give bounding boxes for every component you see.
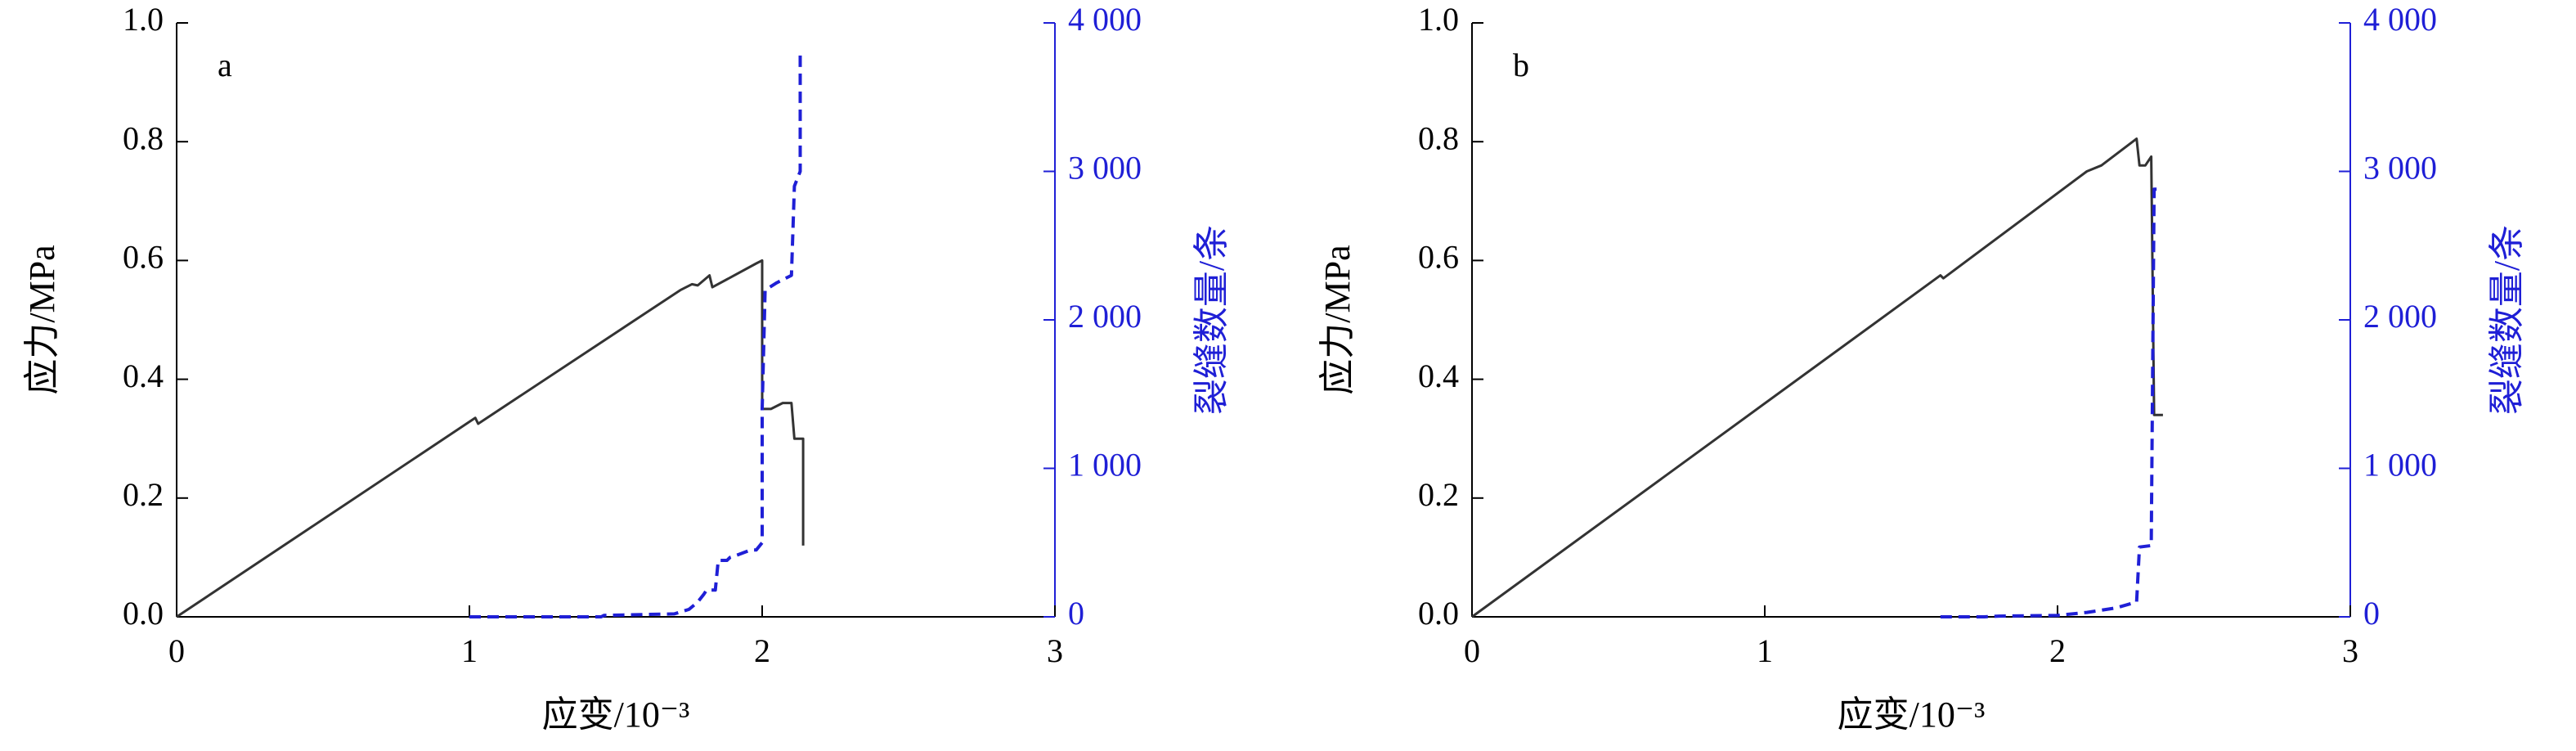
crack-count-line (469, 52, 802, 618)
y-tick-label: 0.6 (123, 239, 164, 276)
y-tick-label: 1.0 (1418, 1, 1459, 38)
y2-tick-label: 4 000 (1068, 1, 1142, 38)
y-tick-label: 0.0 (1418, 595, 1459, 632)
x-tick-label: 2 (2049, 632, 2066, 669)
x-tick-label: 1 (1757, 632, 1773, 669)
panel-label: a (218, 47, 232, 83)
y-tick-label: 0.4 (123, 358, 164, 394)
panel-label: b (1513, 47, 1529, 83)
y-tick-label: 0.2 (123, 476, 164, 513)
stress-line (176, 259, 805, 618)
x-tick-label: 0 (1464, 632, 1480, 669)
y-tick-label: 0.0 (123, 595, 164, 632)
stress-line (1471, 137, 2163, 618)
y2-axis-label: 裂缝数量/条 (2487, 225, 2527, 415)
y2-tick-label: 3 000 (1068, 150, 1142, 187)
x-tick-label: 2 (754, 632, 770, 669)
x-tick-label: 3 (1047, 632, 1063, 669)
y-tick-label: 0.6 (1418, 239, 1459, 276)
y2-tick-label: 0 (2363, 595, 2380, 632)
y2-axis-label: 裂缝数量/条 (1192, 225, 1232, 415)
y2-tick-label: 3 000 (2363, 150, 2437, 187)
y-tick-label: 0.8 (1418, 119, 1459, 156)
y2-tick-label: 2 000 (1068, 298, 1142, 335)
x-axis-label: 应变/10⁻³ (542, 695, 690, 735)
y2-tick-label: 0 (1068, 595, 1084, 632)
y2-tick-label: 1 000 (2363, 447, 2437, 483)
x-axis-label: 应变/10⁻³ (1838, 695, 1986, 735)
y2-tick-label: 2 000 (2363, 298, 2437, 335)
y2-tick-label: 1 000 (1068, 447, 1142, 483)
y-tick-label: 1.0 (123, 1, 164, 38)
y-tick-label: 0.8 (123, 119, 164, 156)
crack-count-line (1940, 187, 2163, 618)
y2-tick-label: 4 000 (2363, 1, 2437, 38)
x-tick-label: 0 (168, 632, 185, 669)
x-tick-label: 3 (2342, 632, 2358, 669)
y-tick-label: 0.2 (1418, 476, 1459, 513)
y-axis-label: 应力/MPa (1317, 245, 1358, 394)
x-tick-label: 1 (461, 632, 478, 669)
y-tick-label: 0.4 (1418, 358, 1459, 394)
y-axis-label: 应力/MPa (22, 245, 62, 394)
